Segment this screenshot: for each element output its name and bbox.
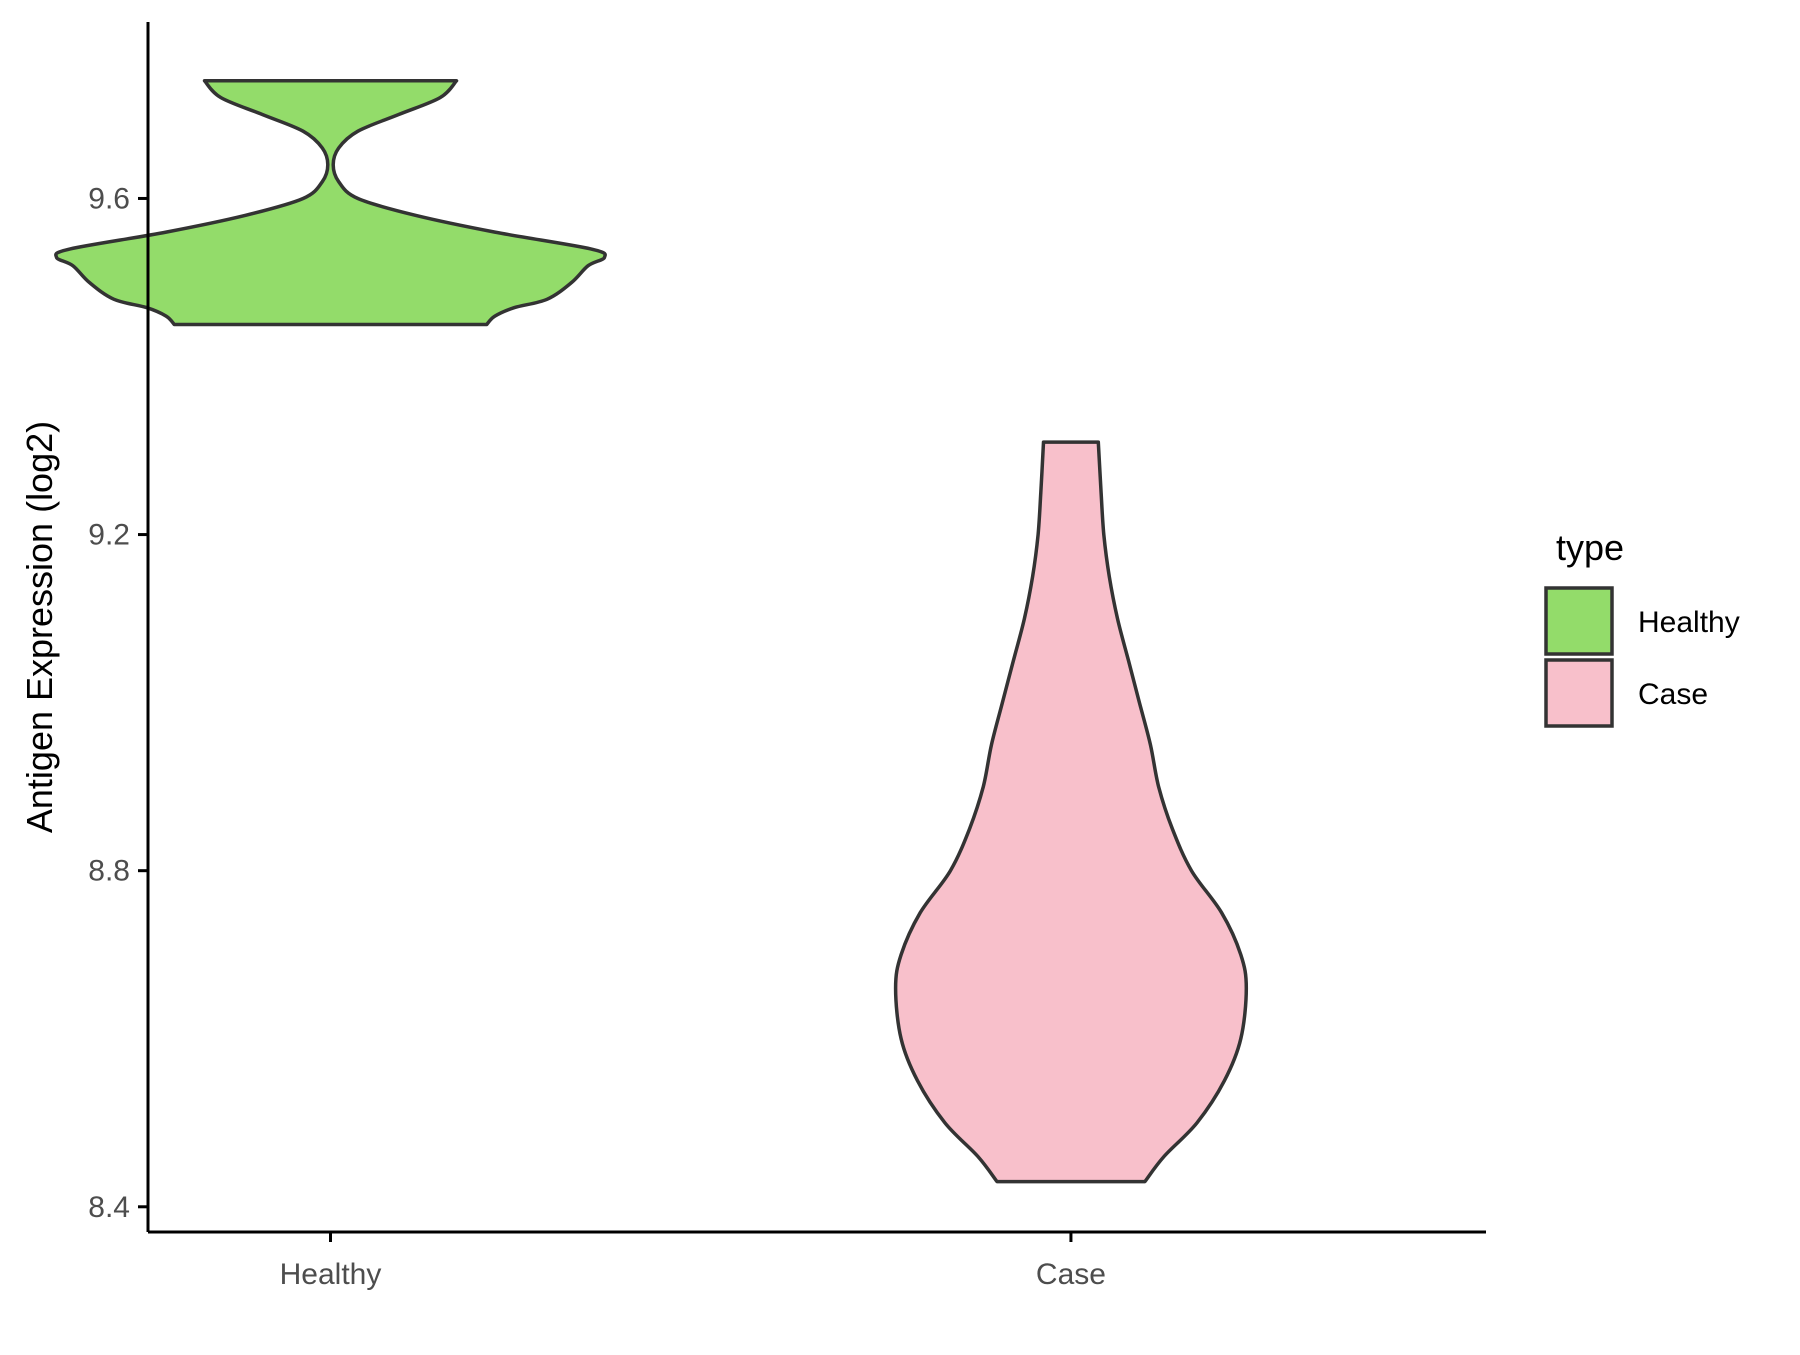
legend-swatch-case <box>1544 658 1614 728</box>
y-tick-label: 9.2 <box>88 519 130 552</box>
x-tick-label: Healthy <box>280 1258 382 1291</box>
y-tick-label: 8.4 <box>88 1191 130 1224</box>
violin-case <box>893 440 1249 1184</box>
violins-layer <box>54 79 1249 1184</box>
x-tick-label: Case <box>1036 1258 1106 1291</box>
y-tick-label: 8.8 <box>88 855 130 888</box>
legend: type Healthy Case <box>1544 527 1740 728</box>
y-axis-title: Antigen Expression (log2) <box>19 421 60 833</box>
legend-label-healthy: Healthy <box>1638 606 1740 639</box>
legend-title: type <box>1556 527 1624 568</box>
x-ticks: Healthy Case <box>280 1232 1106 1291</box>
legend-swatch-healthy <box>1544 586 1614 656</box>
y-ticks: 8.4 8.8 9.2 9.6 <box>88 182 148 1224</box>
legend-label-case: Case <box>1638 678 1708 711</box>
y-tick-label: 9.6 <box>88 182 130 215</box>
axes-layer: 8.4 8.8 9.2 9.6 Healthy Case Antigen Express… <box>19 22 1486 1291</box>
violin-healthy <box>54 79 607 327</box>
legend-entries: Healthy Case <box>1544 586 1740 728</box>
